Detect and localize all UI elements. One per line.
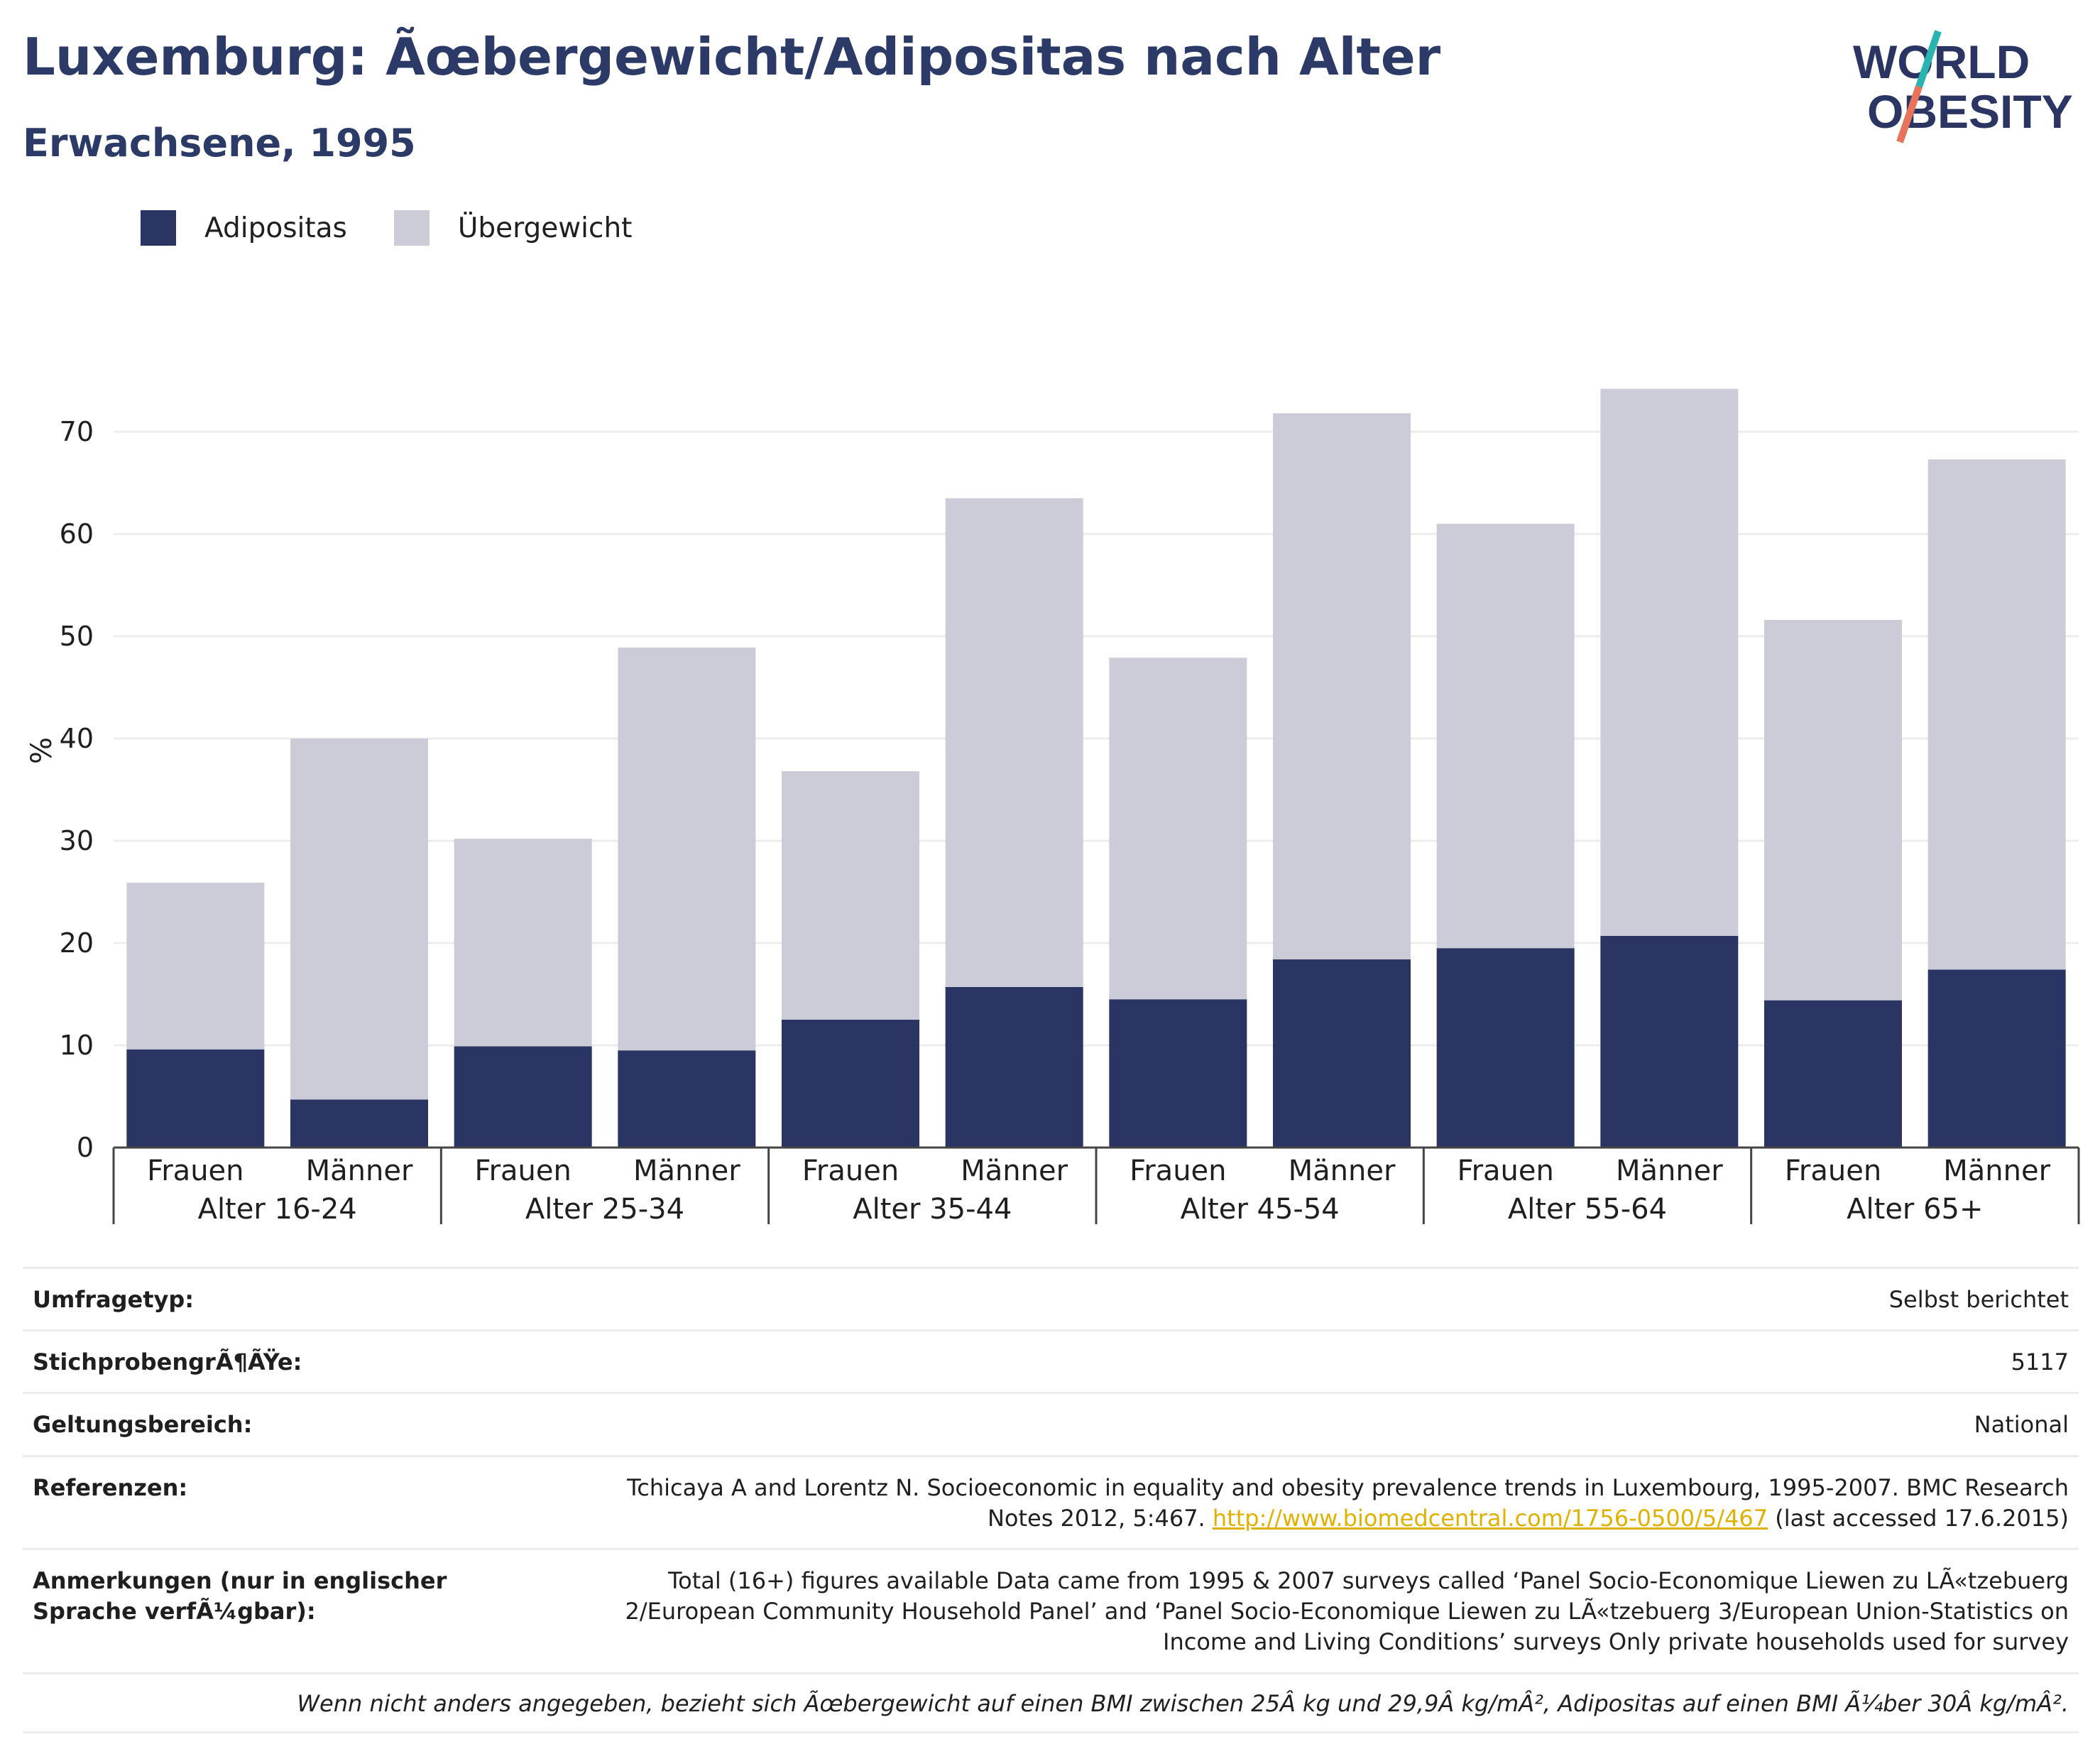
bar-uebergewicht [1109, 658, 1247, 1000]
x-category-label: Frauen [474, 1155, 571, 1187]
info-label: Umfragetyp: [33, 1286, 195, 1313]
bar-adipositas [1764, 1000, 1902, 1148]
info-label: Geltungsbereich: [33, 1411, 253, 1439]
world-obesity-logo: WORLD OBESITY [1853, 30, 2073, 143]
bar-uebergewicht [618, 647, 756, 1051]
reference-suffix: (last accessed 17.6.2015) [1775, 1504, 2069, 1532]
bar-adipositas [1273, 959, 1411, 1148]
x-category-label: Frauen [1785, 1155, 1881, 1187]
bar-uebergewicht [1927, 459, 2066, 970]
bar-adipositas [618, 1050, 756, 1148]
y-tick-label: 40 [60, 723, 94, 754]
chart-legend: Adipositas Übergewicht [141, 210, 679, 246]
bar-adipositas [1436, 948, 1575, 1148]
info-row-survey-type: Umfragetyp: Selbst berichtet [23, 1267, 2079, 1329]
bar-uebergewicht [454, 839, 592, 1047]
bar-uebergewicht [126, 883, 265, 1050]
legend-swatch-uebergewicht [393, 210, 430, 246]
reference-text: Tchicaya A and Lorentz N. Socioeconomic … [627, 1473, 2069, 1532]
bar-adipositas [1927, 969, 2066, 1148]
page-title: Luxemburg: Ãœbergewicht/Adipositas nach … [23, 27, 1441, 87]
info-value: Selbst berichtet [1888, 1286, 2069, 1313]
y-tick-label: 30 [60, 825, 94, 856]
x-category-label: Männer [633, 1155, 740, 1187]
bar-adipositas [1109, 999, 1247, 1148]
bar-uebergewicht [1764, 619, 1902, 1001]
bar-adipositas [782, 1020, 919, 1148]
bar-uebergewicht [782, 771, 919, 1020]
x-group-label: Alter 55-64 [1508, 1193, 1667, 1226]
y-axis-title: % [26, 737, 58, 764]
x-group-label: Alter 16-24 [198, 1193, 357, 1226]
logo-line-2: OBESITY [1867, 85, 2073, 138]
x-category-label: Frauen [802, 1155, 899, 1187]
reference-link[interactable]: http://www.biomedcentral.com/1756-0500/5… [1212, 1504, 1768, 1532]
y-tick-label: 50 [60, 621, 94, 652]
legend-item-uebergewicht: Übergewicht [393, 210, 633, 246]
stacked-bar-chart: 0 10 20 30 40 50 60 70% Frauen Männer Alter 16-24 F… [26, 388, 2080, 1226]
info-label: StichprobengrÃ¶ÃŸe: [33, 1348, 302, 1376]
legend-label-uebergewicht: Übergewicht [457, 212, 633, 244]
info-value: 5117 [2011, 1348, 2069, 1376]
y-tick-label: 20 [60, 927, 94, 959]
y-tick-label: 70 [60, 416, 94, 447]
legend-label-adipositas: Adipositas [204, 212, 347, 244]
bar-uebergewicht [1436, 523, 1575, 949]
info-row-references: Referenzen: Tchicaya A and Lorentz N. So… [23, 1454, 2079, 1548]
bar-adipositas [945, 986, 1083, 1148]
x-category-label: Männer [1943, 1155, 2050, 1187]
bar-uebergewicht [1600, 388, 1739, 936]
x-category-label: Frauen [1457, 1155, 1553, 1187]
bar-uebergewicht [945, 498, 1083, 987]
info-label: Anmerkungen (nur in englischer Sprache v… [33, 1567, 447, 1625]
info-table: Umfragetyp: Selbst berichtet Stichproben… [23, 1267, 2079, 1733]
bar-adipositas [1600, 935, 1739, 1148]
y-tick-label: 10 [60, 1030, 94, 1061]
page-subtitle: Erwachsene, 1995 [23, 121, 416, 165]
bar-uebergewicht [1273, 413, 1411, 960]
info-row-sample-size: StichprobengrÃ¶ÃŸe: 5117 [23, 1329, 2079, 1392]
legend-swatch-adipositas [141, 210, 176, 246]
info-value: National [1974, 1411, 2069, 1439]
bar-uebergewicht [290, 739, 428, 1100]
logo-line-1: WORLD [1853, 36, 2030, 88]
x-group-label: Alter 45-54 [1181, 1193, 1340, 1226]
x-group-label: Alter 25-34 [525, 1193, 684, 1226]
x-category-label: Männer [306, 1155, 413, 1187]
x-category-label: Frauen [1130, 1155, 1226, 1187]
x-group-label: Alter 65+ [1847, 1193, 1983, 1226]
x-group-label: Alter 35-44 [853, 1193, 1012, 1226]
footnote: Wenn nicht anders angegeben, bezieht sic… [23, 1672, 2079, 1733]
info-row-notes: Anmerkungen (nur in englischer Sprache v… [23, 1547, 2079, 1672]
bar-adipositas [454, 1046, 592, 1148]
info-value: Total (16+) figures available Data came … [625, 1567, 2069, 1656]
x-category-label: Männer [1616, 1155, 1723, 1187]
info-label: Referenzen: [33, 1473, 188, 1501]
info-row-coverage: Geltungsbereich: National [23, 1392, 2079, 1454]
bar-adipositas [126, 1049, 265, 1148]
footnote-text: Wenn nicht anders angegeben, bezieht sic… [297, 1689, 2069, 1717]
x-category-label: Männer [1289, 1155, 1396, 1187]
x-category-label: Männer [961, 1155, 1068, 1187]
info-value: Tchicaya A and Lorentz N. Socioeconomic … [544, 1473, 2069, 1534]
x-category-label: Frauen [147, 1155, 244, 1187]
y-tick-label: 60 [60, 518, 94, 550]
y-tick-label: 0 [77, 1132, 94, 1163]
bar-adipositas [290, 1099, 428, 1148]
legend-item-adipositas: Adipositas [141, 210, 347, 246]
